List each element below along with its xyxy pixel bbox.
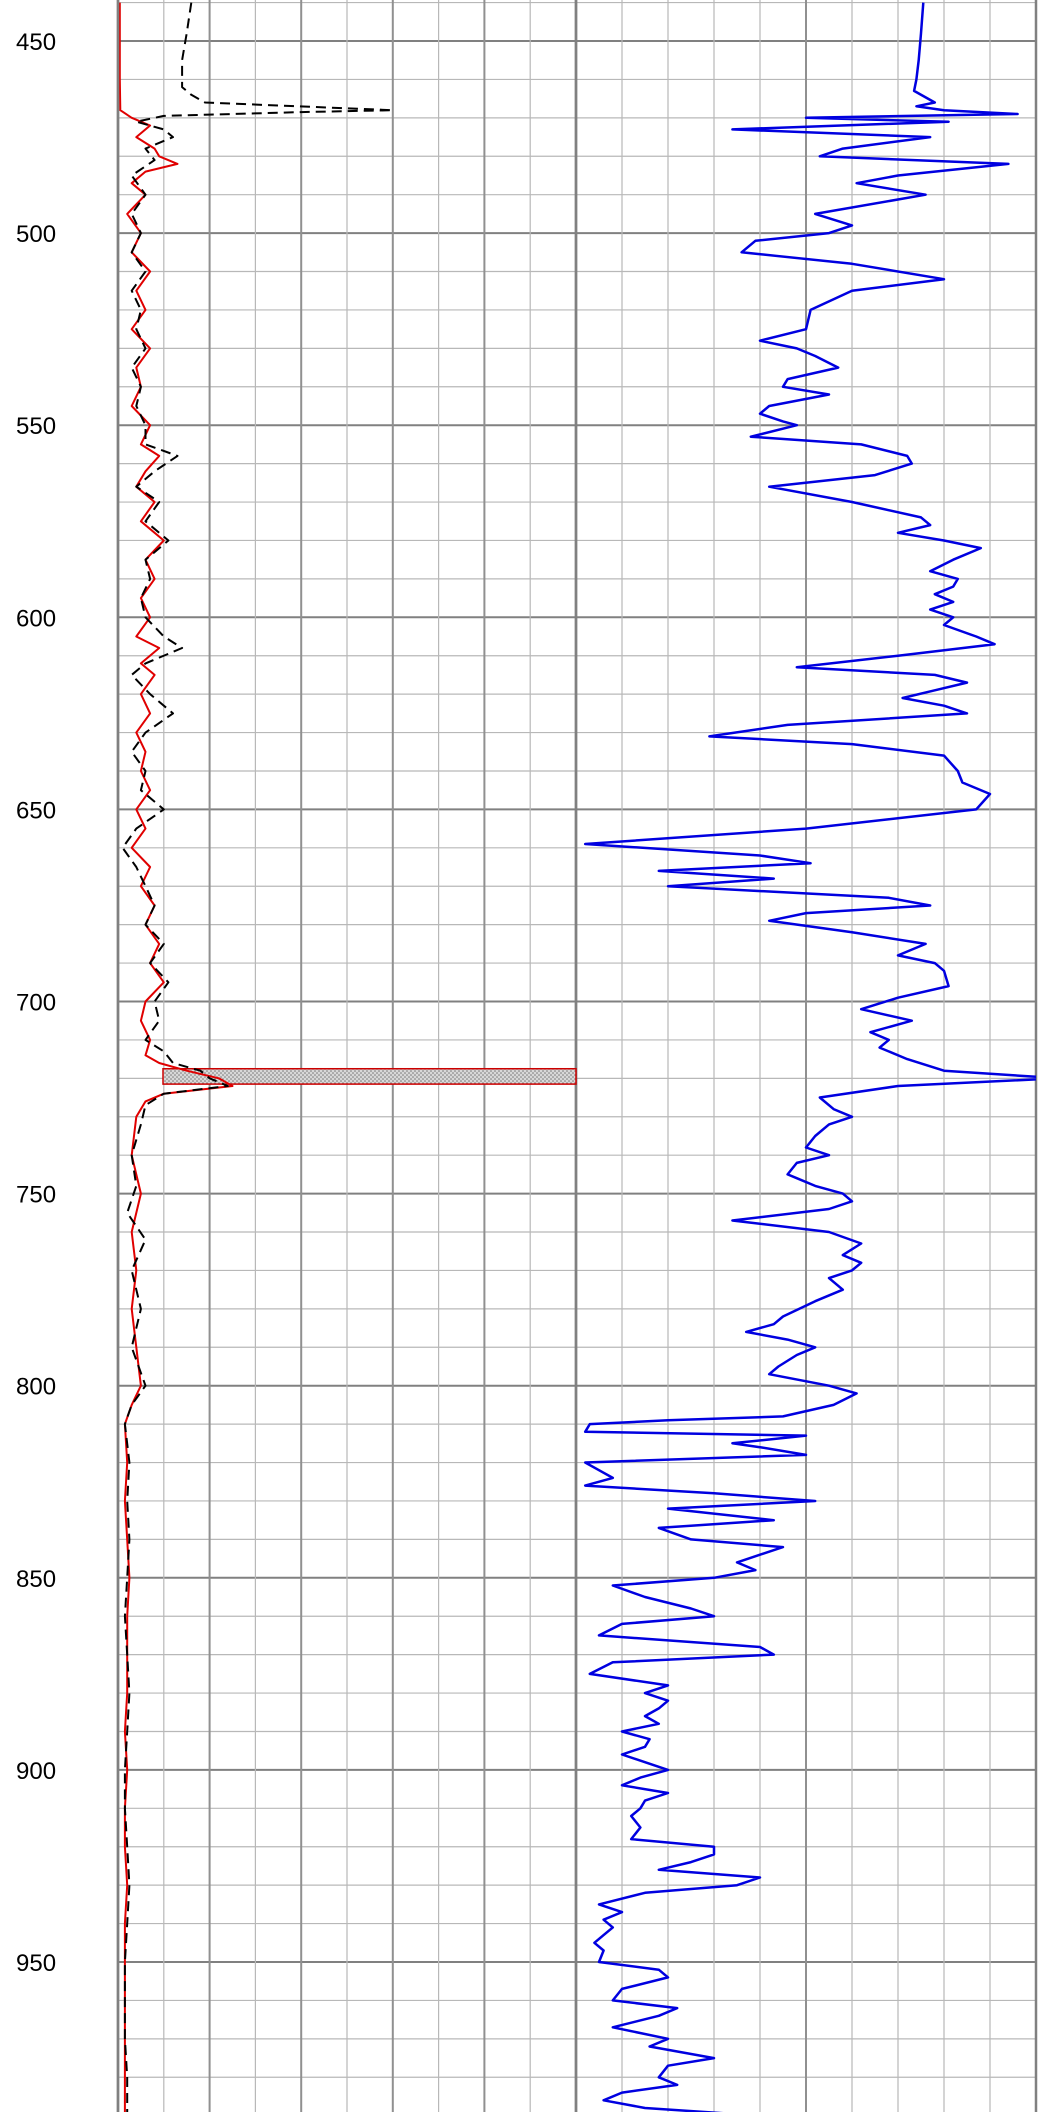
series-2-curve — [583, 2, 1036, 2112]
depth-tick-label: 450 — [16, 29, 56, 56]
series-1-curve — [121, 2, 394, 2112]
depth-tick-label: 900 — [16, 1758, 56, 1785]
series-0-curve — [118, 2, 234, 2112]
depth-tick-label: 800 — [16, 1374, 56, 1401]
grid — [116, 0, 1038, 2112]
depth-tick-label: 750 — [16, 1182, 56, 1209]
depth-tick-label: 600 — [16, 605, 56, 632]
depth-axis: 450 500 550 600 650 700 750 800 850 900 950 — [16, 29, 56, 1977]
depth-tick-label: 650 — [16, 797, 56, 824]
depth-tick-label: 850 — [16, 1566, 56, 1593]
depth-tick-label: 700 — [16, 990, 56, 1017]
depth-tick-label: 550 — [16, 413, 56, 440]
depth-tick-label: 950 — [16, 1950, 56, 1977]
shaded-interval — [162, 1067, 577, 1085]
depth-tick-label: 500 — [16, 221, 56, 248]
curves — [118, 2, 1036, 2112]
